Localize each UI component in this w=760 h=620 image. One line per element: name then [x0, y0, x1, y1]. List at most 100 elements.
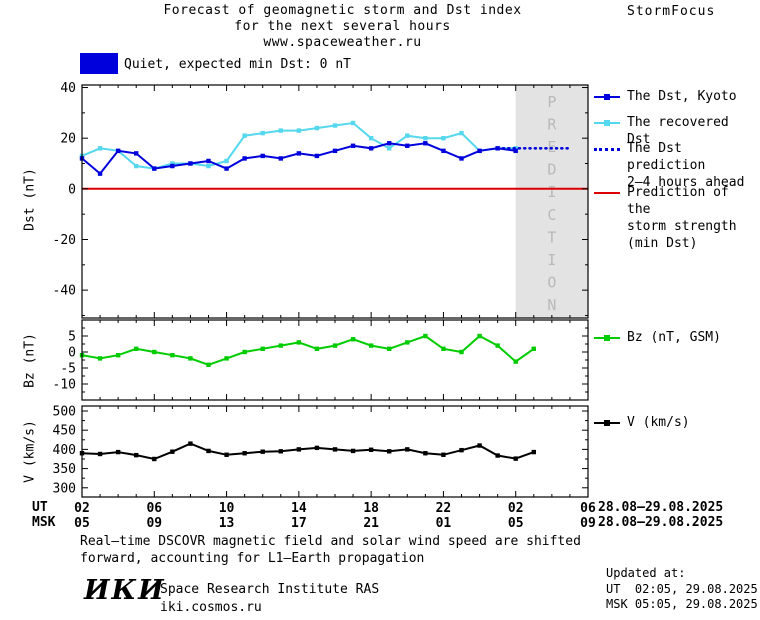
series-marker	[423, 451, 428, 456]
series-marker	[260, 130, 265, 136]
series-marker	[224, 166, 229, 171]
series-marker	[531, 449, 536, 455]
series-marker	[170, 163, 175, 169]
series-marker	[170, 161, 175, 166]
y-tick-label: 350	[53, 462, 76, 477]
series-marker	[170, 449, 175, 454]
series-marker	[423, 135, 428, 141]
page-title: Forecast of geomagnetic storm and Dst in…	[70, 3, 615, 51]
series-marker	[278, 128, 283, 133]
series-marker	[260, 346, 265, 351]
series-marker	[441, 346, 446, 351]
y-tick-label: 300	[53, 481, 76, 496]
updated-heading: Updated at:	[606, 566, 686, 580]
series-marker	[477, 443, 482, 448]
x-tick-label-msk: 21	[363, 516, 379, 531]
x-tick-label-msk: 17	[291, 516, 307, 531]
y-tick-label: 0	[68, 346, 76, 361]
y-tick-label: -5	[60, 362, 76, 377]
x-tick-label-msk: 05	[508, 516, 524, 531]
legend-label-v: V (km/s)	[627, 415, 690, 430]
series-marker	[314, 445, 320, 451]
series-marker	[459, 156, 464, 161]
site-url: www.spaceweather.ru	[263, 35, 422, 50]
prediction-dotted-swatch	[594, 143, 620, 155]
series-marker	[242, 349, 247, 355]
series-marker	[188, 161, 193, 166]
series-marker	[513, 359, 518, 364]
x-tick-label-msk: 09	[146, 516, 162, 531]
series-marker	[115, 148, 121, 154]
legend-item-dst: The Dst, Kyoto	[594, 88, 737, 105]
prediction-watermark-letter: O	[547, 273, 556, 291]
series-marker	[170, 353, 175, 358]
series-marker	[134, 452, 139, 458]
series-marker	[134, 151, 139, 156]
prediction-watermark-letter: R	[547, 116, 557, 134]
series-marker	[350, 448, 356, 454]
stormfocus-brand: StormFocus	[627, 4, 716, 19]
series-marker	[224, 158, 229, 164]
series-marker	[296, 447, 302, 452]
series-marker	[134, 346, 139, 351]
series-marker	[314, 125, 320, 131]
institute-name: Space Research Institute RAS	[160, 582, 380, 597]
v-axis-label: V (km/s)	[22, 420, 38, 483]
x-tick-label-ut: 06	[146, 501, 162, 516]
x-tick-label-ut: 22	[436, 501, 452, 516]
updated-ut: UT 02:05, 29.08.2025	[606, 582, 758, 596]
series-marker	[115, 449, 121, 455]
legend-item-recovered: The recovered Dst	[594, 114, 760, 148]
series-marker	[332, 447, 338, 452]
series-marker	[296, 151, 302, 156]
series-marker	[368, 343, 374, 348]
series-marker	[441, 148, 446, 154]
x-tick-label-msk: 01	[436, 516, 452, 531]
y-tick-label: 20	[60, 132, 76, 147]
series-marker	[423, 333, 428, 339]
strength-line-swatch	[594, 187, 620, 199]
legend-label-dst: The Dst, Kyoto	[627, 89, 737, 104]
series-marker	[152, 349, 157, 355]
series-marker	[296, 128, 302, 133]
prediction-watermark-letter: P	[547, 93, 556, 111]
prediction-band	[515, 85, 588, 318]
series-marker	[278, 343, 283, 348]
series-marker	[152, 456, 157, 462]
series-marker	[332, 123, 338, 128]
series-marker	[188, 441, 193, 446]
series-marker	[387, 146, 392, 151]
msk-date-label: 28.08–29.08.2025	[598, 515, 724, 530]
series-marker	[368, 146, 374, 151]
series-marker	[513, 148, 518, 154]
prediction-watermark-letter: D	[547, 161, 556, 179]
prediction-watermark-letter: I	[547, 183, 556, 201]
y-tick-label: 40	[60, 81, 76, 96]
x-tick-label-ut: 18	[363, 501, 379, 516]
x-tick-label-ut: 02	[74, 501, 90, 516]
series-marker	[242, 451, 247, 456]
title-line-2: for the next several hours	[234, 19, 451, 34]
series-marker	[224, 356, 229, 361]
prediction-watermark-letter: T	[547, 228, 556, 246]
series-marker	[206, 158, 211, 164]
legend-label-prediction-2: 2–4 hours ahead	[627, 175, 745, 190]
series-marker	[115, 353, 121, 358]
series-marker	[459, 447, 464, 453]
x-tick-label-ut: 14	[291, 501, 307, 516]
footnote-line-2: forward, accounting for L1–Earth propaga…	[80, 551, 425, 566]
legend-item-v: V (km/s)	[594, 414, 690, 431]
series-marker	[97, 356, 103, 361]
legend-label-recovered: The recovered Dst	[627, 115, 729, 147]
series-marker	[405, 133, 410, 138]
series-marker	[350, 120, 356, 126]
series-marker	[278, 449, 283, 454]
series-marker	[206, 448, 211, 454]
series-marker	[332, 343, 338, 348]
x-tick-label-msk: 09	[580, 516, 596, 531]
series-marker	[350, 143, 356, 148]
series-line	[81, 442, 535, 461]
series-marker	[350, 337, 356, 342]
